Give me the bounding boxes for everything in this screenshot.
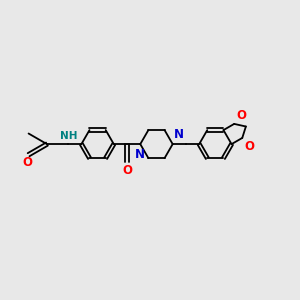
Text: NH: NH (60, 131, 77, 141)
Text: O: O (22, 156, 32, 169)
Text: O: O (244, 140, 255, 153)
Text: N: N (174, 128, 184, 141)
Text: O: O (236, 109, 247, 122)
Text: N: N (135, 148, 145, 160)
Text: O: O (122, 164, 132, 178)
